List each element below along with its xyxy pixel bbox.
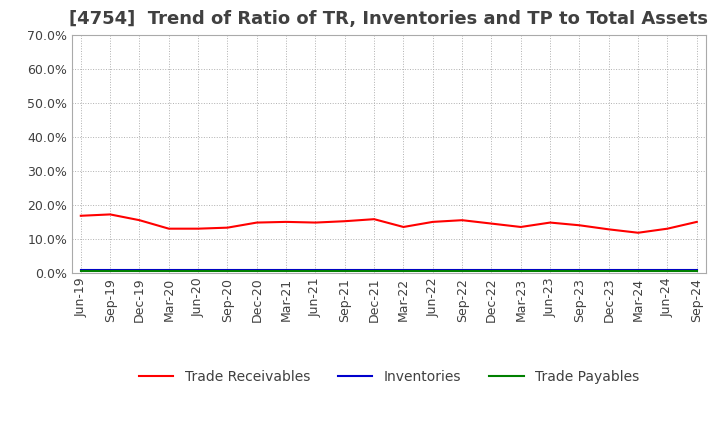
Trade Receivables <box>399 224 408 230</box>
Trade Receivables <box>516 224 525 230</box>
Trade Payables <box>282 268 290 274</box>
Inventories <box>223 268 232 273</box>
Trade Receivables <box>76 213 85 218</box>
Trade Receivables <box>311 220 320 225</box>
Inventories <box>253 268 261 273</box>
Inventories <box>663 268 672 273</box>
Inventories <box>282 268 290 273</box>
Trade Payables <box>223 268 232 274</box>
Inventories <box>370 268 379 273</box>
Trade Receivables <box>106 212 114 217</box>
Inventories <box>311 268 320 273</box>
Trade Payables <box>516 268 525 274</box>
Trade Payables <box>135 268 144 274</box>
Trade Receivables <box>223 225 232 230</box>
Trade Payables <box>575 268 584 274</box>
Trade Receivables <box>487 221 496 226</box>
Trade Receivables <box>194 226 202 231</box>
Trade Payables <box>605 268 613 274</box>
Inventories <box>76 268 85 273</box>
Trade Payables <box>487 268 496 274</box>
Trade Receivables <box>693 219 701 224</box>
Inventories <box>399 268 408 273</box>
Trade Receivables <box>341 219 349 224</box>
Trade Receivables <box>663 226 672 231</box>
Trade Receivables <box>634 230 642 235</box>
Trade Payables <box>164 268 173 274</box>
Trade Payables <box>634 268 642 274</box>
Inventories <box>135 268 144 273</box>
Inventories <box>546 268 554 273</box>
Line: Trade Receivables: Trade Receivables <box>81 214 697 233</box>
Trade Payables <box>253 268 261 274</box>
Trade Receivables <box>428 219 437 224</box>
Trade Payables <box>106 268 114 274</box>
Inventories <box>487 268 496 273</box>
Trade Payables <box>194 268 202 274</box>
Trade Receivables <box>370 216 379 222</box>
Inventories <box>164 268 173 273</box>
Inventories <box>428 268 437 273</box>
Trade Payables <box>341 268 349 274</box>
Title: [4754]  Trend of Ratio of TR, Inventories and TP to Total Assets: [4754] Trend of Ratio of TR, Inventories… <box>69 10 708 28</box>
Trade Receivables <box>253 220 261 225</box>
Inventories <box>194 268 202 273</box>
Trade Payables <box>311 268 320 274</box>
Trade Payables <box>693 268 701 274</box>
Trade Payables <box>458 268 467 274</box>
Trade Receivables <box>575 223 584 228</box>
Trade Payables <box>546 268 554 274</box>
Trade Receivables <box>282 219 290 224</box>
Trade Payables <box>399 268 408 274</box>
Inventories <box>605 268 613 273</box>
Trade Payables <box>428 268 437 274</box>
Trade Receivables <box>164 226 173 231</box>
Trade Receivables <box>135 217 144 223</box>
Inventories <box>516 268 525 273</box>
Trade Payables <box>663 268 672 274</box>
Inventories <box>341 268 349 273</box>
Inventories <box>458 268 467 273</box>
Trade Payables <box>370 268 379 274</box>
Inventories <box>106 268 114 273</box>
Trade Receivables <box>546 220 554 225</box>
Inventories <box>634 268 642 273</box>
Legend: Trade Receivables, Inventories, Trade Payables: Trade Receivables, Inventories, Trade Pa… <box>133 364 644 389</box>
Trade Payables <box>76 268 85 274</box>
Trade Receivables <box>605 227 613 232</box>
Inventories <box>693 268 701 273</box>
Trade Receivables <box>458 217 467 223</box>
Inventories <box>575 268 584 273</box>
